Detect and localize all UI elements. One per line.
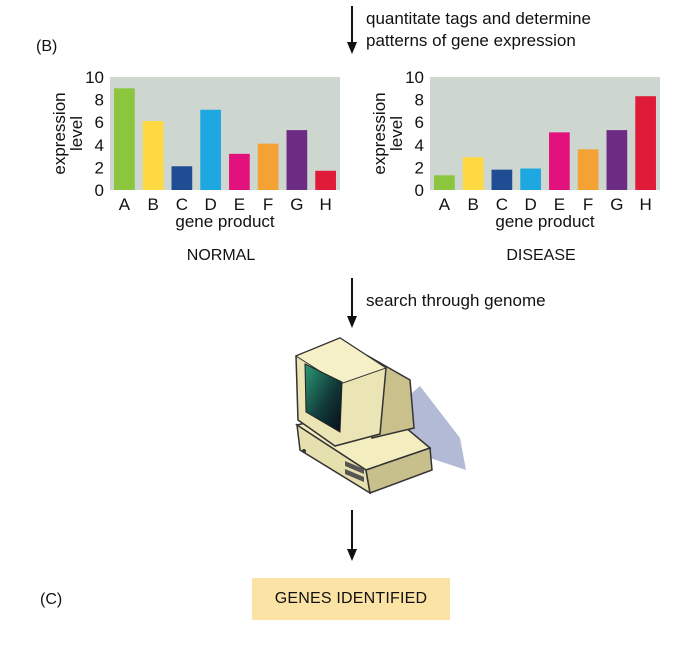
x-tick-label-c: C: [176, 195, 188, 214]
arrow-down-icon: [347, 6, 357, 54]
x-tick-label-e: E: [554, 195, 565, 214]
x-tick-label-g: G: [290, 195, 303, 214]
x-tick-label-e: E: [234, 195, 245, 214]
y-tick-label: 2: [95, 158, 104, 177]
x-tick-label-b: B: [147, 195, 158, 214]
disease-caption: DISEASE: [506, 247, 576, 264]
y-tick-label: 6: [95, 113, 104, 132]
y-axis-title-line-2: level: [387, 116, 406, 151]
y-tick-label: 10: [405, 68, 424, 87]
y-tick-label: 8: [415, 91, 424, 110]
x-axis-title: gene product: [175, 212, 275, 231]
x-tick-label-f: F: [583, 195, 593, 214]
bar-c: [491, 169, 513, 190]
y-tick-label: 6: [415, 113, 424, 132]
x-tick-label-c: C: [496, 195, 508, 214]
bar-h: [315, 170, 336, 190]
arrow-down-icon: [347, 278, 357, 328]
bar-b: [142, 121, 164, 190]
bar-h: [635, 96, 656, 190]
y-tick-label: 4: [415, 136, 424, 155]
y-axis-title-line-1: expression: [50, 92, 69, 174]
step-quantitate-line-1: quantitate tags and determine: [366, 9, 591, 28]
y-tick-label: 2: [415, 158, 424, 177]
genes-identified-box: GENES IDENTIFIED: [252, 578, 450, 620]
bar-d: [200, 109, 221, 190]
bar-e: [229, 153, 250, 190]
arrow-down-icon: [347, 510, 357, 561]
x-tick-label-h: H: [319, 195, 331, 214]
panel-label-b: (B): [36, 38, 58, 55]
x-tick-label-g: G: [610, 195, 623, 214]
bar-e: [549, 132, 570, 190]
y-tick-label: 0: [415, 181, 424, 200]
x-tick-label-d: D: [524, 195, 536, 214]
bar-f: [257, 143, 279, 190]
y-tick-label: 4: [95, 136, 104, 155]
bar-g: [286, 130, 308, 190]
genes-identified-label: GENES IDENTIFIED: [274, 590, 428, 607]
bar-d: [520, 168, 541, 190]
y-tick-label: 0: [95, 181, 104, 200]
x-tick-label-f: F: [263, 195, 273, 214]
x-axis-title: gene product: [495, 212, 595, 231]
x-tick-label-h: H: [639, 195, 651, 214]
y-axis-title-line-1: expression: [370, 92, 389, 174]
step-quantitate-line-2: patterns of gene expression: [366, 31, 576, 50]
bar-g: [606, 130, 628, 190]
bar-a: [434, 175, 455, 190]
bar-f: [577, 149, 599, 190]
bar-c: [171, 166, 193, 190]
y-axis-title-line-2: level: [67, 116, 86, 151]
step-quantitate-text: quantitate tags and determine patterns o…: [366, 8, 591, 52]
step-search-text: search through genome: [366, 291, 546, 310]
x-tick-label-a: A: [119, 195, 131, 214]
bar-b: [462, 157, 484, 190]
bar-a: [114, 88, 135, 190]
panel-label-c: (C): [40, 591, 63, 608]
normal-caption: NORMAL: [186, 247, 256, 264]
y-tick-label: 10: [85, 68, 104, 87]
x-tick-label-a: A: [439, 195, 451, 214]
y-tick-label: 8: [95, 91, 104, 110]
x-tick-label-d: D: [204, 195, 216, 214]
x-tick-label-b: B: [467, 195, 478, 214]
